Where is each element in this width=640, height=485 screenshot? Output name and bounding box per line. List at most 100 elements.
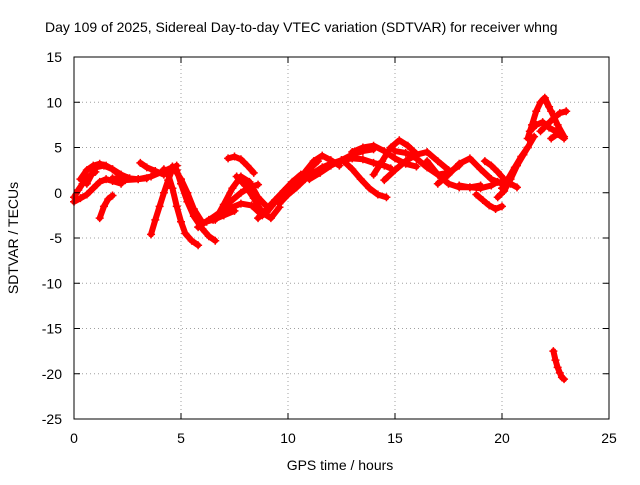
point-s11-2 bbox=[183, 188, 192, 197]
point-s24-6 bbox=[412, 162, 421, 171]
point-s6-2 bbox=[134, 175, 143, 184]
point-s34-4 bbox=[523, 143, 532, 152]
point-s34-2 bbox=[510, 163, 519, 172]
point-s5-1 bbox=[99, 202, 108, 211]
point-s32-5 bbox=[512, 183, 521, 192]
series-s15 bbox=[224, 152, 258, 177]
point-s30-3 bbox=[487, 181, 496, 190]
point-s25-2 bbox=[386, 143, 395, 152]
point-s29-1 bbox=[444, 170, 453, 179]
point-s30-4 bbox=[493, 177, 502, 186]
series-trace-s11 bbox=[171, 166, 238, 226]
series-trace-s16 bbox=[233, 173, 283, 222]
point-s16-1 bbox=[241, 181, 250, 190]
point-s2-5 bbox=[102, 175, 111, 184]
point-s39-2 bbox=[560, 134, 569, 143]
point-s22-0 bbox=[326, 159, 335, 168]
point-s22-4 bbox=[369, 158, 378, 167]
point-s40-3 bbox=[555, 368, 564, 377]
point-s16-2 bbox=[249, 194, 258, 203]
point-s29-3 bbox=[465, 154, 474, 163]
point-s7-1 bbox=[142, 163, 151, 172]
series-s23 bbox=[339, 157, 391, 202]
point-s23-0 bbox=[339, 157, 348, 166]
point-s34-1 bbox=[504, 174, 513, 183]
x-tick-label-5: 25 bbox=[601, 430, 617, 446]
point-s18-0 bbox=[262, 208, 271, 217]
series-s25 bbox=[369, 136, 421, 179]
point-s15-1 bbox=[230, 152, 239, 161]
point-s13-0 bbox=[202, 217, 211, 226]
series-s9 bbox=[159, 165, 203, 250]
point-s27-0 bbox=[391, 147, 399, 156]
point-s10-6 bbox=[204, 232, 213, 241]
point-s12-4 bbox=[236, 199, 245, 208]
x-tick-label-2: 10 bbox=[280, 430, 296, 446]
point-s37-1 bbox=[542, 120, 551, 129]
point-s2-1 bbox=[76, 194, 85, 203]
x-tick-label-3: 15 bbox=[387, 430, 403, 446]
point-s25-1 bbox=[378, 157, 387, 166]
point-s38-0 bbox=[540, 95, 549, 104]
point-s4-3 bbox=[108, 165, 117, 174]
point-s38-2 bbox=[553, 120, 562, 129]
x-tick-label-4: 20 bbox=[494, 430, 510, 446]
point-s30-2 bbox=[476, 184, 485, 193]
point-s24-2 bbox=[369, 141, 378, 150]
point-s12-5 bbox=[247, 201, 256, 210]
point-s35-0 bbox=[523, 134, 532, 143]
point-s30-0 bbox=[455, 181, 464, 190]
y-tick-label-2: 5 bbox=[54, 140, 62, 156]
point-s32-1 bbox=[487, 161, 496, 170]
point-s34-0 bbox=[498, 184, 506, 193]
y-tick-label-6: -15 bbox=[42, 321, 62, 337]
point-s35-2 bbox=[532, 107, 541, 116]
point-s32-2 bbox=[493, 167, 502, 176]
point-s29-4 bbox=[476, 165, 485, 174]
point-s14-1 bbox=[219, 200, 228, 209]
y-tick-label-7: -20 bbox=[42, 366, 62, 382]
point-s39-1 bbox=[553, 129, 562, 138]
point-s6-1 bbox=[121, 176, 130, 185]
y-tick-label-3: 0 bbox=[54, 185, 62, 201]
series-trace-s25 bbox=[370, 137, 420, 178]
point-s21-0 bbox=[305, 175, 314, 184]
point-s19-0 bbox=[275, 199, 284, 208]
point-s6-3 bbox=[147, 172, 156, 181]
point-s14-4 bbox=[245, 177, 254, 186]
point-s23-3 bbox=[365, 184, 374, 193]
point-s2-3 bbox=[89, 184, 98, 193]
series-trace-s5 bbox=[96, 192, 116, 222]
point-s25-0 bbox=[369, 170, 378, 179]
grid-lines bbox=[74, 57, 609, 419]
series-s11 bbox=[170, 165, 239, 227]
x-axis-label: GPS time / hours bbox=[287, 457, 394, 473]
y-tick-label-4: -5 bbox=[50, 230, 63, 246]
point-s40-5 bbox=[560, 375, 569, 384]
point-s33-0 bbox=[493, 193, 502, 202]
point-s36-2 bbox=[538, 118, 547, 127]
point-s15-3 bbox=[243, 161, 252, 170]
series-s7 bbox=[136, 158, 168, 179]
point-s27-2 bbox=[412, 154, 421, 163]
point-s31-3 bbox=[491, 205, 500, 214]
point-s39-0 bbox=[547, 134, 556, 143]
point-s20-0 bbox=[284, 183, 292, 192]
point-s20-2 bbox=[301, 167, 310, 176]
point-s5-2 bbox=[104, 195, 113, 204]
point-s23-1 bbox=[348, 165, 357, 174]
series-trace-s7 bbox=[137, 159, 167, 178]
series-s40 bbox=[549, 347, 569, 384]
point-s36-1 bbox=[532, 120, 541, 129]
point-s20-1 bbox=[292, 177, 301, 186]
point-s26-2 bbox=[401, 157, 410, 166]
point-s31-2 bbox=[485, 201, 494, 210]
point-s28-0 bbox=[423, 157, 432, 166]
point-s11-1 bbox=[177, 175, 185, 184]
point-s8-3 bbox=[159, 188, 168, 197]
point-s24-0 bbox=[348, 148, 357, 157]
point-s20-4 bbox=[318, 151, 327, 160]
point-s12-0 bbox=[194, 223, 203, 232]
point-s25-4 bbox=[403, 141, 412, 150]
point-s23-2 bbox=[356, 175, 365, 184]
